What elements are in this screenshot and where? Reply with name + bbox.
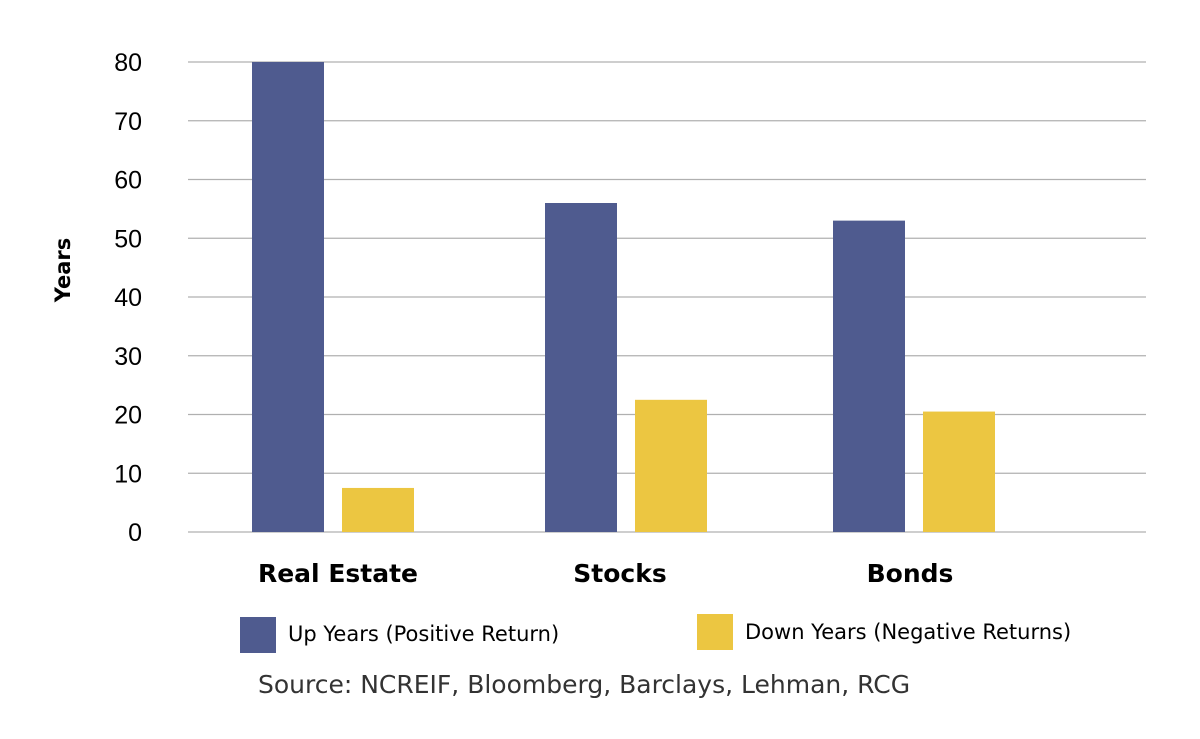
bar-up-real-estate [252, 62, 324, 532]
bar-up-bonds [833, 220, 905, 532]
legend-swatch [697, 614, 733, 650]
y-tick-label: 80 [114, 49, 142, 77]
y-tick-label: 30 [114, 343, 142, 371]
bar-down-bonds [923, 411, 995, 532]
source-note: Source: NCREIF, Bloomberg, Barclays, Leh… [258, 670, 910, 699]
y-tick-label: 50 [114, 225, 142, 253]
gridlines [188, 61, 1146, 533]
bar-up-stocks [545, 203, 617, 532]
legend: Up Years (Positive Return) Down Years (Ne… [240, 614, 1071, 653]
legend-entry: Down Years (Negative Returns) [745, 620, 1071, 644]
bar-down-stocks [635, 399, 707, 532]
y-tick-label: 60 [114, 167, 142, 195]
category-label: Real Estate [258, 559, 418, 588]
category-label: Stocks [573, 559, 666, 588]
y-tick-label: 20 [114, 402, 142, 430]
y-tick-label: 40 [114, 284, 142, 312]
legend-swatch [240, 617, 276, 653]
bars [252, 62, 995, 532]
legend-entry: Up Years (Positive Return) [288, 622, 559, 646]
y-tick-label: 70 [114, 108, 142, 136]
y-axis-label: Years [51, 238, 75, 304]
category-label: Bonds [867, 559, 954, 588]
category-labels: Real Estate Stocks Bonds [258, 559, 953, 588]
y-tick-label: 0 [128, 519, 142, 547]
y-axis-ticks: 0 10 20 30 40 50 60 70 80 [114, 49, 142, 547]
bar-down-real-estate [342, 487, 414, 532]
y-tick-label: 10 [114, 460, 142, 488]
